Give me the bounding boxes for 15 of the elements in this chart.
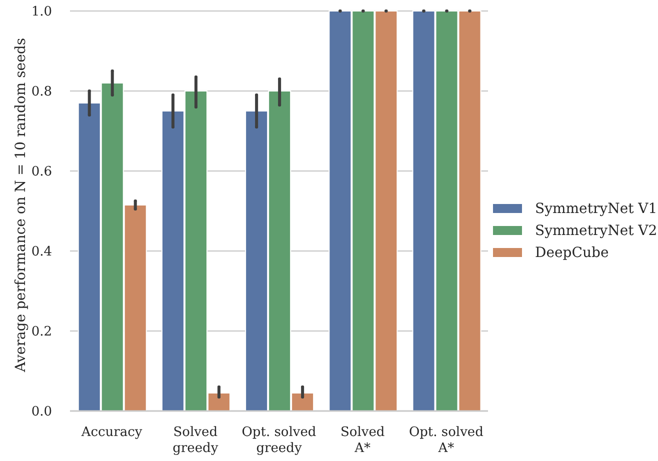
legend-label: SymmetryNet V2 xyxy=(535,222,658,238)
x-tick-label: Opt. solved greedy xyxy=(242,425,316,456)
x-tick-label: Solved A* xyxy=(340,425,385,456)
y-tick-label: 0.8 xyxy=(31,84,52,100)
y-tick-label: 0.6 xyxy=(31,164,52,180)
x-tick-label: Accuracy xyxy=(80,425,143,440)
y-tick-label: 0.4 xyxy=(31,244,52,260)
y-tick-label: 1.0 xyxy=(31,4,52,20)
x-tick-label: Solved greedy xyxy=(172,425,219,456)
y-tick-label: 0.0 xyxy=(31,404,52,420)
x-tick-label: Opt. solved A* xyxy=(408,425,484,456)
legend-label: SymmetryNet V1 xyxy=(535,200,658,216)
y-tick-label: 0.2 xyxy=(31,324,52,340)
legend-label: DeepCube xyxy=(535,244,609,260)
y-axis-title: Average performance on N = 10 random seeds xyxy=(13,38,29,374)
